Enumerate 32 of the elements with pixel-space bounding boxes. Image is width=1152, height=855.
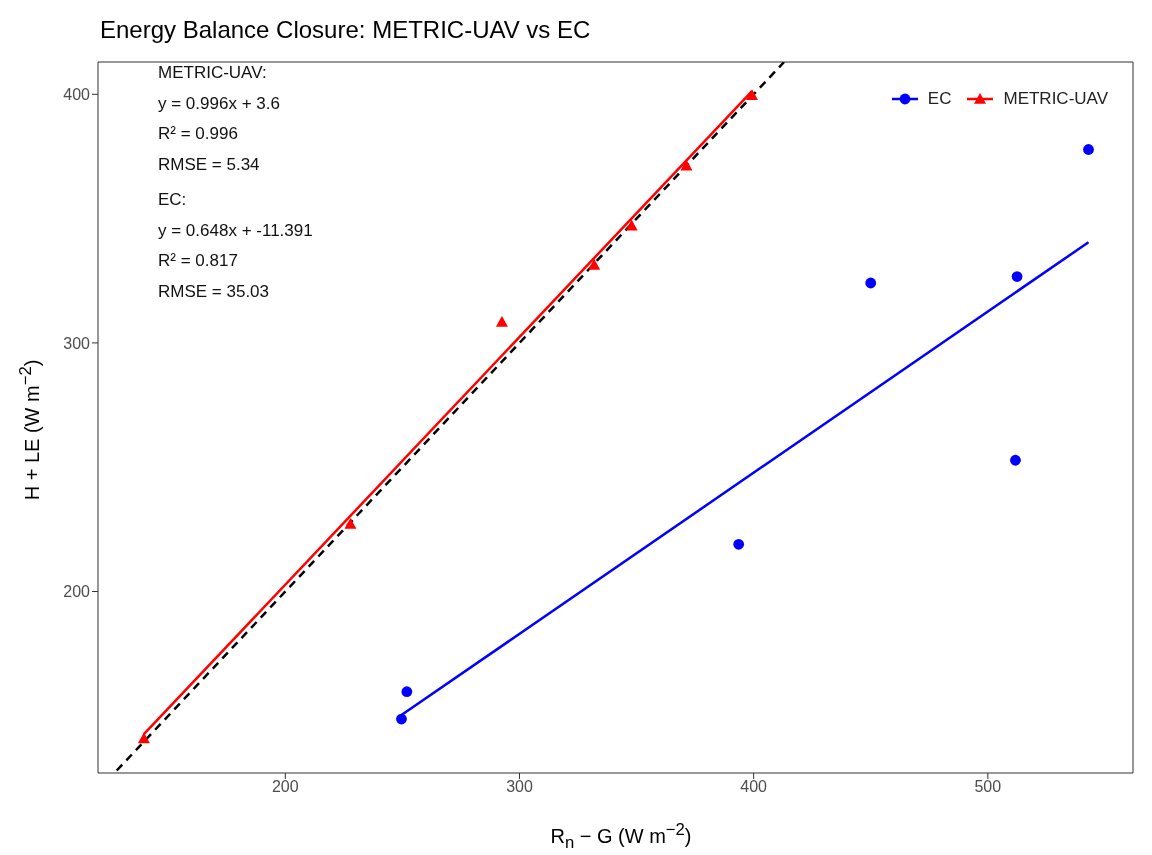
y-tick-label: 200: [63, 583, 91, 601]
x-tick-label: 500: [974, 778, 1002, 796]
point: [588, 258, 601, 270]
point: [1011, 271, 1023, 282]
y-tick-label: 300: [63, 334, 91, 352]
x-tick-label: 400: [740, 778, 768, 796]
point: [401, 686, 413, 698]
x-axis-title: R$_{n}$ − G (W m$^{−2}$): [549, 820, 693, 853]
annotation: R² = 0.996: [158, 123, 239, 145]
point: [865, 277, 877, 289]
y-tick-label: 400: [63, 86, 91, 103]
annotation: METRIC-UAV:: [158, 62, 268, 84]
annotation: R² = 0.817: [158, 250, 239, 272]
point: [746, 89, 759, 101]
point: [495, 316, 508, 327]
point: [625, 219, 638, 231]
annotation: EC:: [158, 189, 188, 211]
x-tick-label: 300: [506, 778, 533, 796]
annotation: y = 0.648x + -11.391: [158, 219, 313, 242]
annotation: y = 0.996x + 3.6: [158, 92, 281, 115]
x-tick-label: 200: [271, 778, 299, 796]
annotation: RMSE = 35.03: [158, 280, 271, 303]
chart-title: Energy Balance Closure: METRIC-UAV vs EC: [100, 16, 591, 44]
annotation: RMSE = 5.34: [158, 153, 261, 176]
point: [733, 538, 745, 550]
point: [1083, 144, 1094, 155]
legend-label: METRIC-UAV: [1003, 89, 1108, 109]
legend-label: EC: [927, 89, 952, 109]
point: [344, 517, 357, 529]
point: [137, 732, 150, 744]
point: [396, 713, 407, 725]
point: [1010, 454, 1021, 466]
